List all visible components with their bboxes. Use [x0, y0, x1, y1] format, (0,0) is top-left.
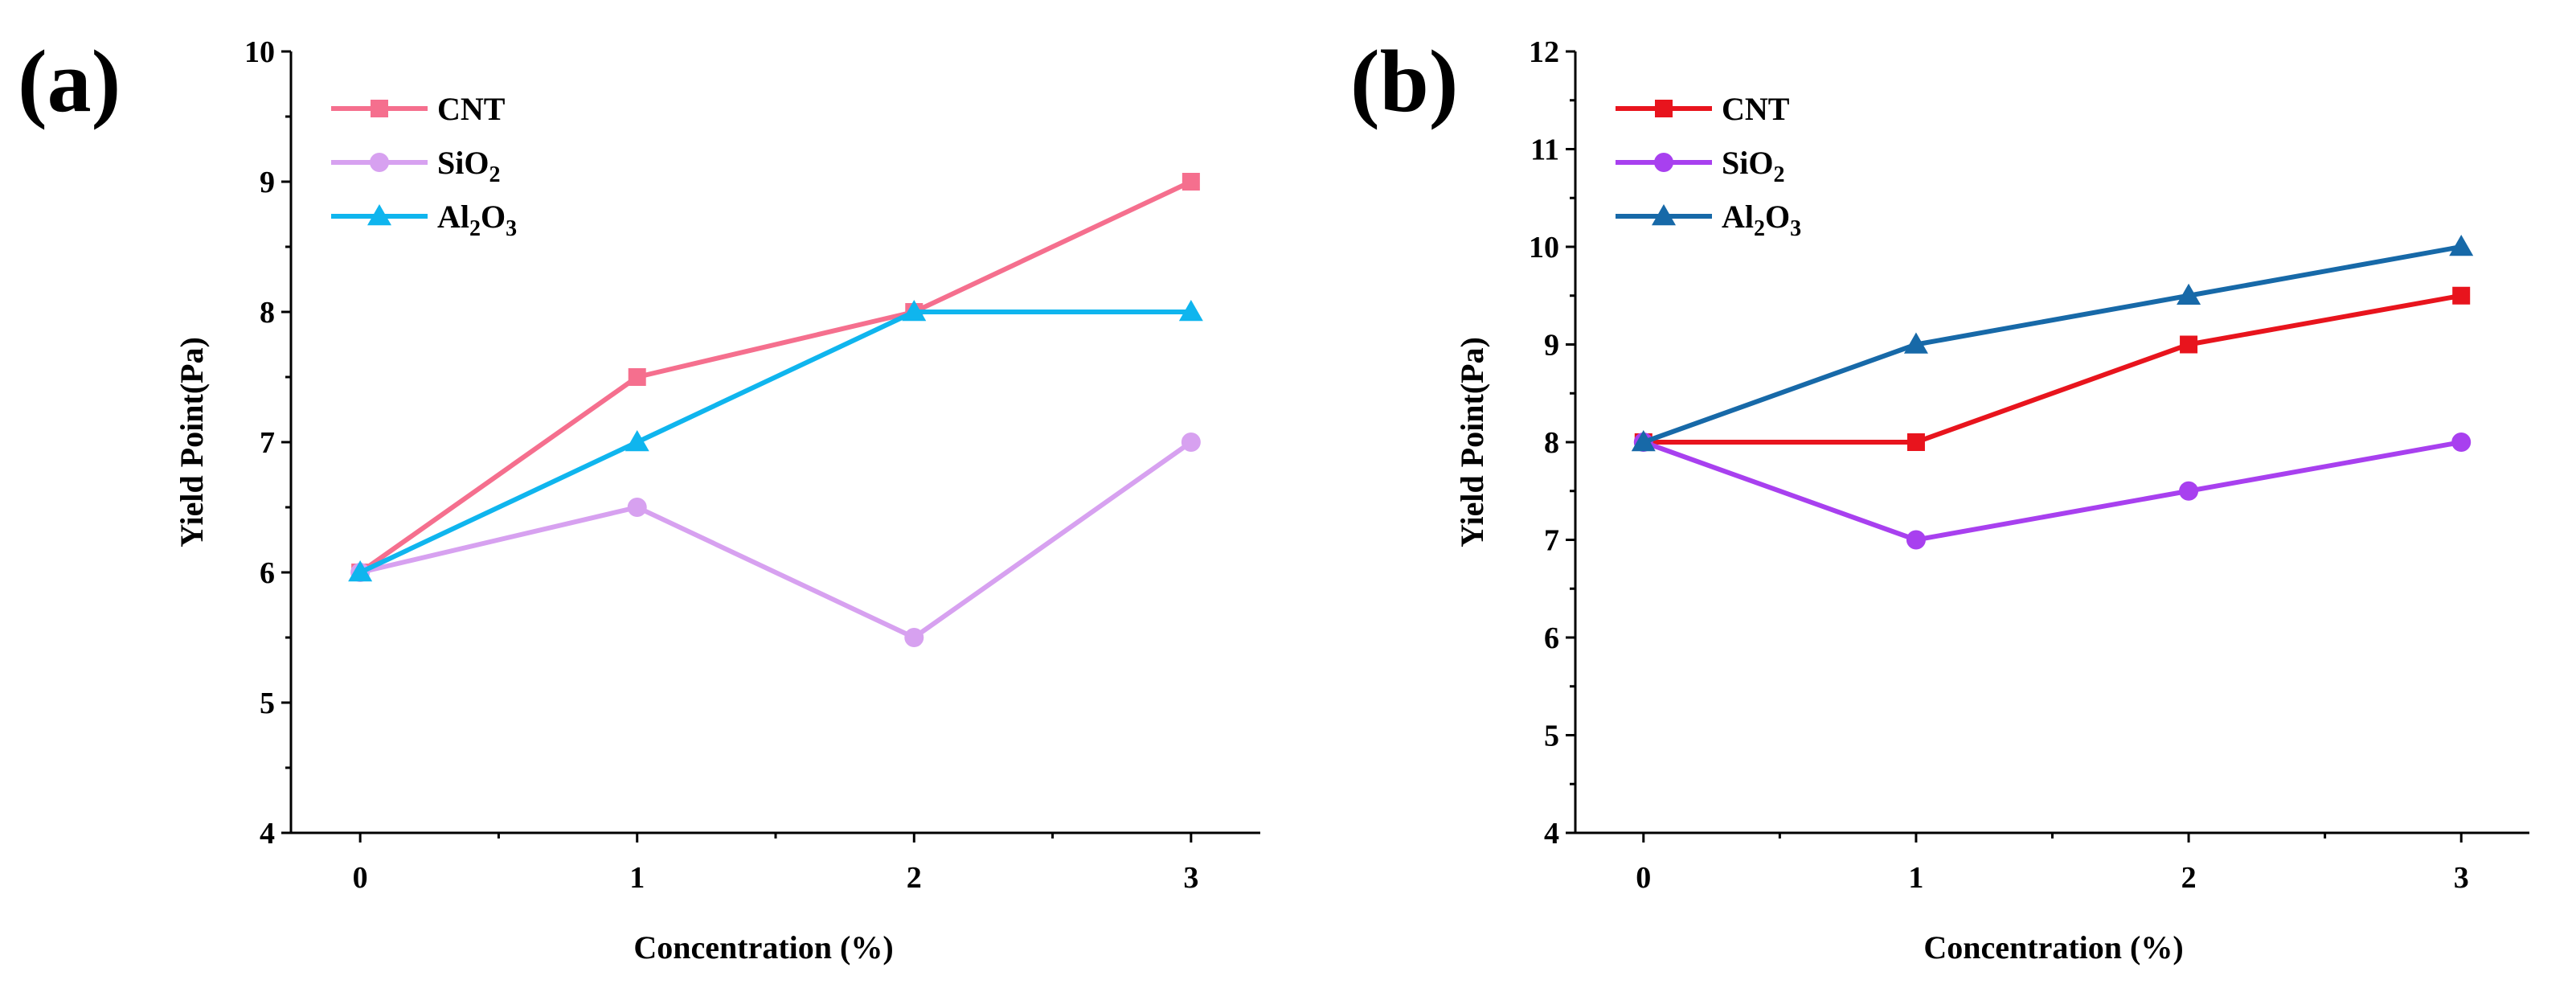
y-tick-label: 4 [260, 817, 275, 851]
data-point-al2o3 [625, 430, 649, 452]
y-tick-label: 12 [1529, 35, 1559, 69]
data-point-sio2 [904, 628, 924, 647]
legend-subscript: 2 [1754, 216, 1765, 241]
series-line-al2o3 [1642, 244, 2462, 445]
y-tick-label: 6 [260, 556, 275, 590]
legend-marker [370, 153, 389, 172]
data-point-al2o3 [2449, 235, 2474, 256]
legend-subscript: 3 [506, 216, 517, 241]
y-tick-label: 8 [260, 296, 275, 330]
data-point-sio2 [2451, 433, 2472, 452]
data-point-al2o3 [348, 560, 373, 582]
series-line-sio2 [1642, 440, 2462, 543]
y-axis-title: Yield Point(Pa) [174, 337, 210, 547]
legend-label: Al2O3 [1722, 199, 1801, 241]
legend-text-part: Al [437, 199, 469, 235]
series-cnt [1634, 286, 2471, 451]
legend-label: SiO2 [437, 145, 500, 187]
legend-item-cnt: CNT [1616, 91, 1790, 127]
legend-item-cnt: CNT [331, 91, 506, 127]
series-line-cnt [358, 179, 1193, 575]
y-axis-title: Yield Point(Pa) [1454, 337, 1490, 547]
legend-label: Al2O3 [437, 199, 517, 241]
panel-label: (a) [18, 32, 121, 130]
data-point-al2o3 [1903, 332, 1928, 354]
x-tick-label: 3 [1183, 861, 1198, 895]
legend-text-part: SiO [437, 145, 489, 181]
x-tick-label: 1 [629, 861, 645, 895]
y-tick-label: 7 [260, 426, 275, 460]
data-point-al2o3 [2177, 283, 2201, 305]
y-tick-label: 7 [1544, 524, 1559, 558]
x-tick-label: 2 [907, 861, 922, 895]
data-point-cnt [1906, 433, 1925, 451]
legend-marker [1654, 153, 1673, 172]
data-point-cnt [2452, 286, 2471, 305]
y-tick-label: 10 [1529, 231, 1559, 264]
legend-subscript: 2 [489, 162, 500, 187]
x-tick-label: 2 [2181, 861, 2197, 895]
legend-text-part: SiO [1722, 145, 1773, 181]
legend-subscript: 2 [1773, 162, 1784, 187]
legend-marker [1655, 100, 1673, 117]
y-tick-label: 9 [1544, 329, 1559, 363]
series-sio2 [1633, 433, 2472, 550]
legend-item-al2o3: Al2O3 [331, 199, 517, 241]
panel-label: (b) [1350, 32, 1458, 130]
legend-subscript: 2 [469, 216, 481, 241]
data-point-sio2 [627, 498, 647, 517]
y-tick-label: 11 [1530, 133, 1559, 167]
legend-text-part: CNT [437, 91, 506, 127]
y-tick-label: 6 [1544, 621, 1559, 655]
series-line-sio2 [359, 440, 1193, 640]
y-tick-label: 8 [1544, 426, 1559, 460]
legend-label: SiO2 [1722, 145, 1784, 187]
y-tick-label: 10 [244, 35, 275, 69]
x-tick-label: 1 [1908, 861, 1923, 895]
x-tick-label: 0 [1636, 861, 1651, 895]
series-line-cnt [1643, 293, 2462, 445]
legend-item-sio2: SiO2 [331, 145, 500, 187]
y-tick-label: 5 [260, 687, 275, 720]
legend-label: CNT [1722, 91, 1790, 127]
legend-item-al2o3: Al2O3 [1616, 199, 1801, 241]
legend-text-part: Al [1722, 199, 1754, 235]
data-point-al2o3 [1631, 430, 1656, 452]
data-point-sio2 [1181, 433, 1201, 452]
y-tick-label: 4 [1544, 817, 1559, 851]
data-point-sio2 [1906, 530, 1926, 550]
data-point-cnt [1182, 173, 1200, 191]
x-tick-label: 3 [2454, 861, 2469, 895]
data-point-cnt [2180, 335, 2198, 354]
series-al2o3 [348, 300, 1203, 582]
data-point-sio2 [2179, 481, 2199, 501]
legend-marker [371, 100, 388, 117]
y-tick-label: 5 [1544, 720, 1559, 753]
data-point-al2o3 [1178, 300, 1203, 322]
legend-marker [367, 204, 391, 226]
legend-label: CNT [437, 91, 506, 127]
y-tick-label: 9 [260, 166, 275, 199]
x-axis-title: Concentration (%) [1923, 929, 2183, 966]
series-line-al2o3 [358, 310, 1191, 575]
data-point-cnt [628, 368, 646, 386]
legend-subscript: 3 [1790, 216, 1801, 241]
x-axis-title: Concentration (%) [633, 929, 893, 966]
series-sio2 [350, 433, 1201, 647]
data-point-al2o3 [902, 300, 927, 322]
series-al2o3 [1631, 235, 2474, 452]
legend-text-part: O [1765, 199, 1790, 235]
legend-item-sio2: SiO2 [1616, 145, 1784, 187]
x-tick-label: 0 [353, 861, 368, 895]
legend-text-part: O [481, 199, 506, 235]
legend-text-part: CNT [1722, 91, 1790, 127]
legend-marker [1652, 204, 1676, 226]
